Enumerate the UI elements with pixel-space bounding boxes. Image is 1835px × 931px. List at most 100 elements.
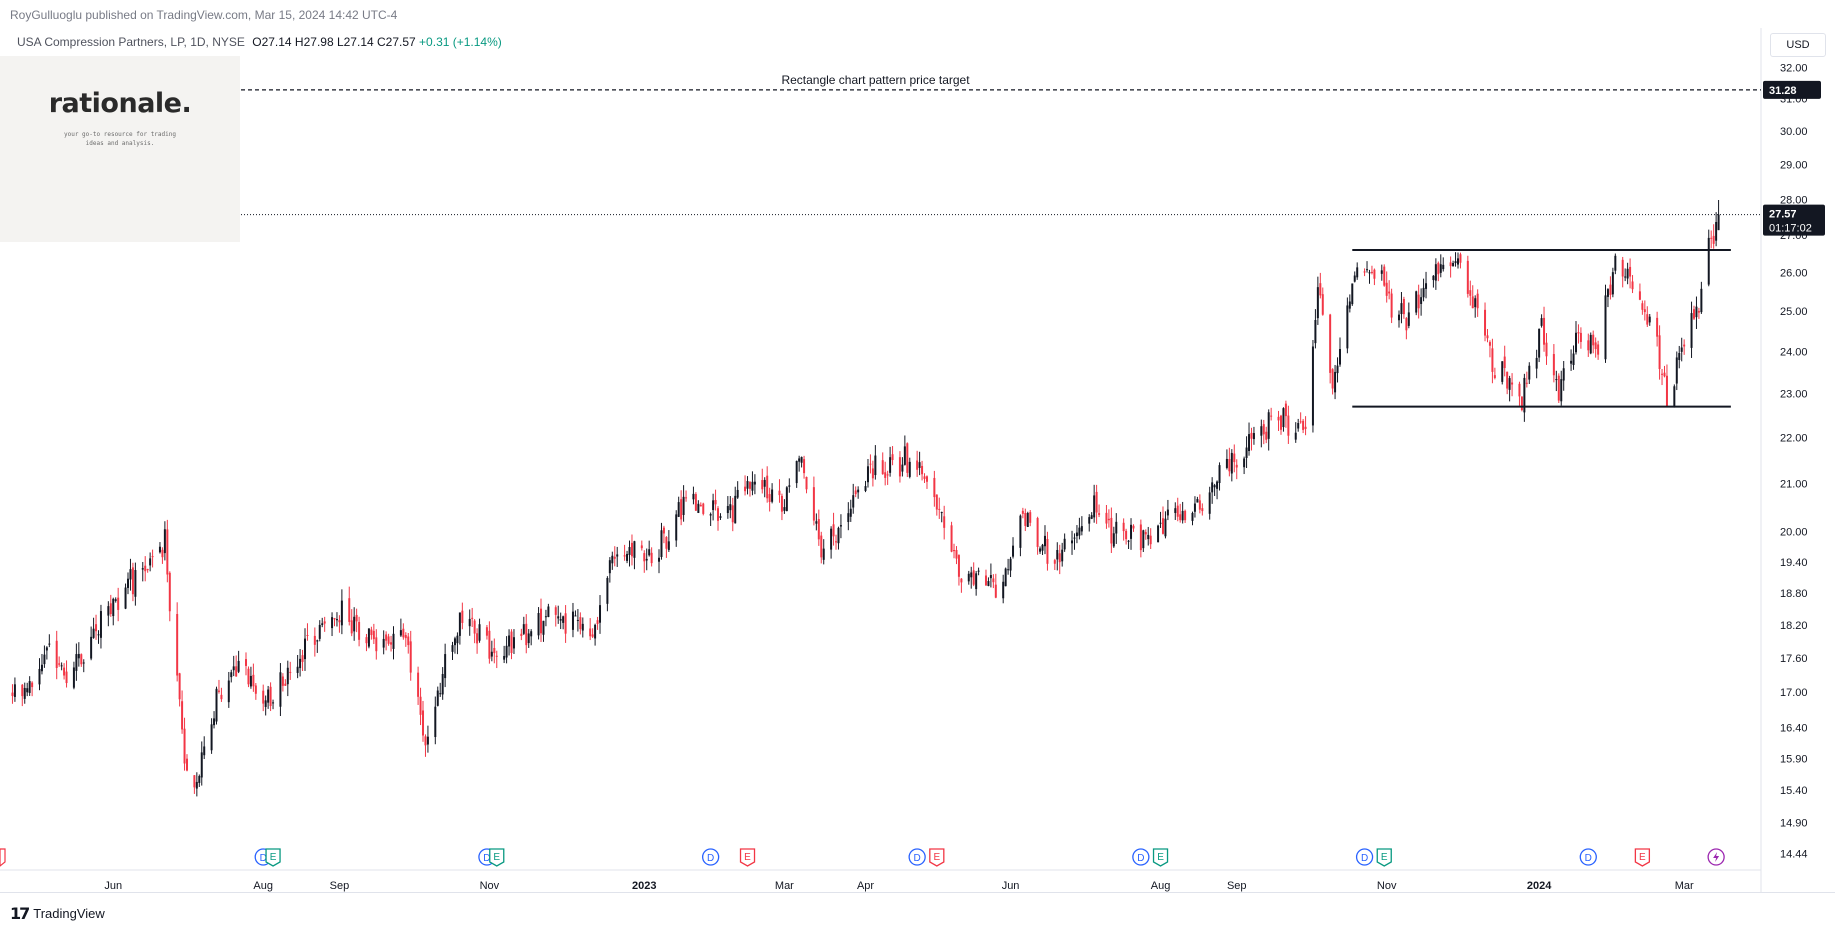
candle-body [269,686,272,707]
earnings-icon-glyph: E [493,852,500,863]
tradingview-brand[interactable]: 17 TradingView [10,903,105,923]
candle-body [1147,534,1150,540]
candle-body [640,545,643,549]
candle-body [753,481,756,485]
candle-body [424,736,427,746]
candle-body [503,655,506,660]
candle-body [43,654,46,665]
candle-body [232,666,235,671]
candle-body [898,457,901,477]
earnings-icon[interactable] [489,848,505,867]
candle-body [970,572,973,578]
candle-body [746,481,749,489]
candle-body [1439,264,1442,273]
candle-body [1380,270,1383,274]
earnings-icon[interactable] [265,848,281,867]
candle-body [1304,426,1307,429]
candle-body [1506,371,1509,389]
candle-body [677,502,680,517]
candle-body [40,664,43,672]
earnings-icon[interactable] [1152,848,1169,867]
candle-body [195,781,198,789]
candle-body [1442,264,1445,270]
dividend-icon[interactable] [908,848,926,866]
candle-body [220,694,223,700]
target-price-label: 31.28 [1769,85,1797,97]
candle-body [1663,372,1666,377]
dividend-icon[interactable] [701,848,720,866]
candle-body [382,638,385,648]
dividend-icon[interactable] [1579,848,1597,866]
candle-body [439,693,442,695]
candle-body [1299,421,1302,423]
candle-body [1267,412,1270,439]
candle-body [193,775,196,788]
current-price-label: 27.57 [1769,209,1797,221]
candle-body [1474,298,1477,308]
candle-body [335,619,338,621]
earnings-icon[interactable] [929,848,945,867]
candle-body [217,690,220,692]
candle-body [55,640,58,668]
candle-body [1041,544,1044,551]
time-tick-label: Aug [253,880,273,892]
candle-body [1132,525,1135,529]
currency-label[interactable]: USD [1770,33,1826,57]
candle-body [871,468,874,479]
candle-body [313,635,316,645]
candle-body [399,630,402,636]
candle-body [680,499,683,520]
candle-body [803,459,806,474]
candle-body [1525,382,1528,384]
tradingview-logo-icon: 17 [10,903,30,923]
dividend-icon[interactable] [1132,848,1150,866]
candle-body [611,555,614,564]
candle-body [857,489,860,493]
candle-body [1157,525,1160,543]
candle-body [1046,538,1049,564]
candle-body [564,613,567,634]
candle-body [537,613,540,636]
candle-body [1574,332,1577,353]
candle-body [112,598,115,617]
candle-body [1176,505,1179,517]
candle-body [852,495,855,508]
earnings-icon[interactable] [1376,848,1392,867]
candle-body [158,546,161,553]
candle-body [1501,361,1504,382]
earnings-icon[interactable] [1634,848,1651,867]
candle-body [542,620,545,635]
candle-body [1225,458,1228,468]
candle-body [1368,272,1371,274]
candle-body [97,634,100,636]
candle-body [940,512,943,514]
candle-body [508,635,511,647]
candle-body [763,479,766,487]
candle-body [1626,268,1629,279]
candle-body [13,684,16,697]
candle-body [203,746,206,756]
candle-body [235,666,238,677]
candle-body [798,458,801,462]
candle-body [1029,512,1032,523]
candle-body [989,575,992,579]
candle-body [247,668,250,685]
candle-body [994,584,997,598]
candle-body [200,752,203,778]
candle-body [264,700,267,707]
candle-body [95,624,98,632]
candle-body [1638,291,1641,300]
candle-body [1277,416,1280,421]
tradingview-name: TradingView [33,905,105,921]
candle-body [1405,318,1408,331]
candle-body [63,667,66,676]
candle-body [1314,319,1317,344]
candle-body [1105,512,1108,524]
candle-body [626,553,629,561]
candle-body [1557,375,1560,401]
earnings-icon[interactable] [739,848,756,867]
candle-body [1297,423,1300,429]
candle-body [1262,424,1265,435]
dividend-icon[interactable] [1355,848,1374,866]
